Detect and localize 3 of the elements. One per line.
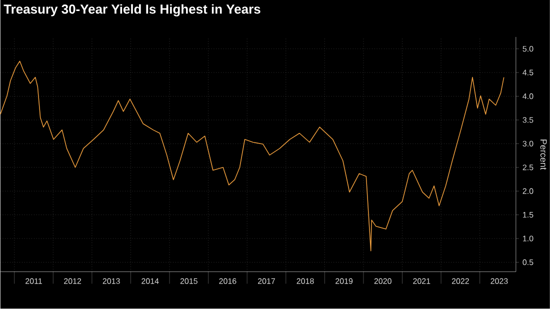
y-axis-title: Percent: [540, 140, 547, 170]
line-series: [0, 60, 504, 252]
chart-title: Treasury 30-Year Yield Is Highest in Years: [4, 4, 260, 17]
